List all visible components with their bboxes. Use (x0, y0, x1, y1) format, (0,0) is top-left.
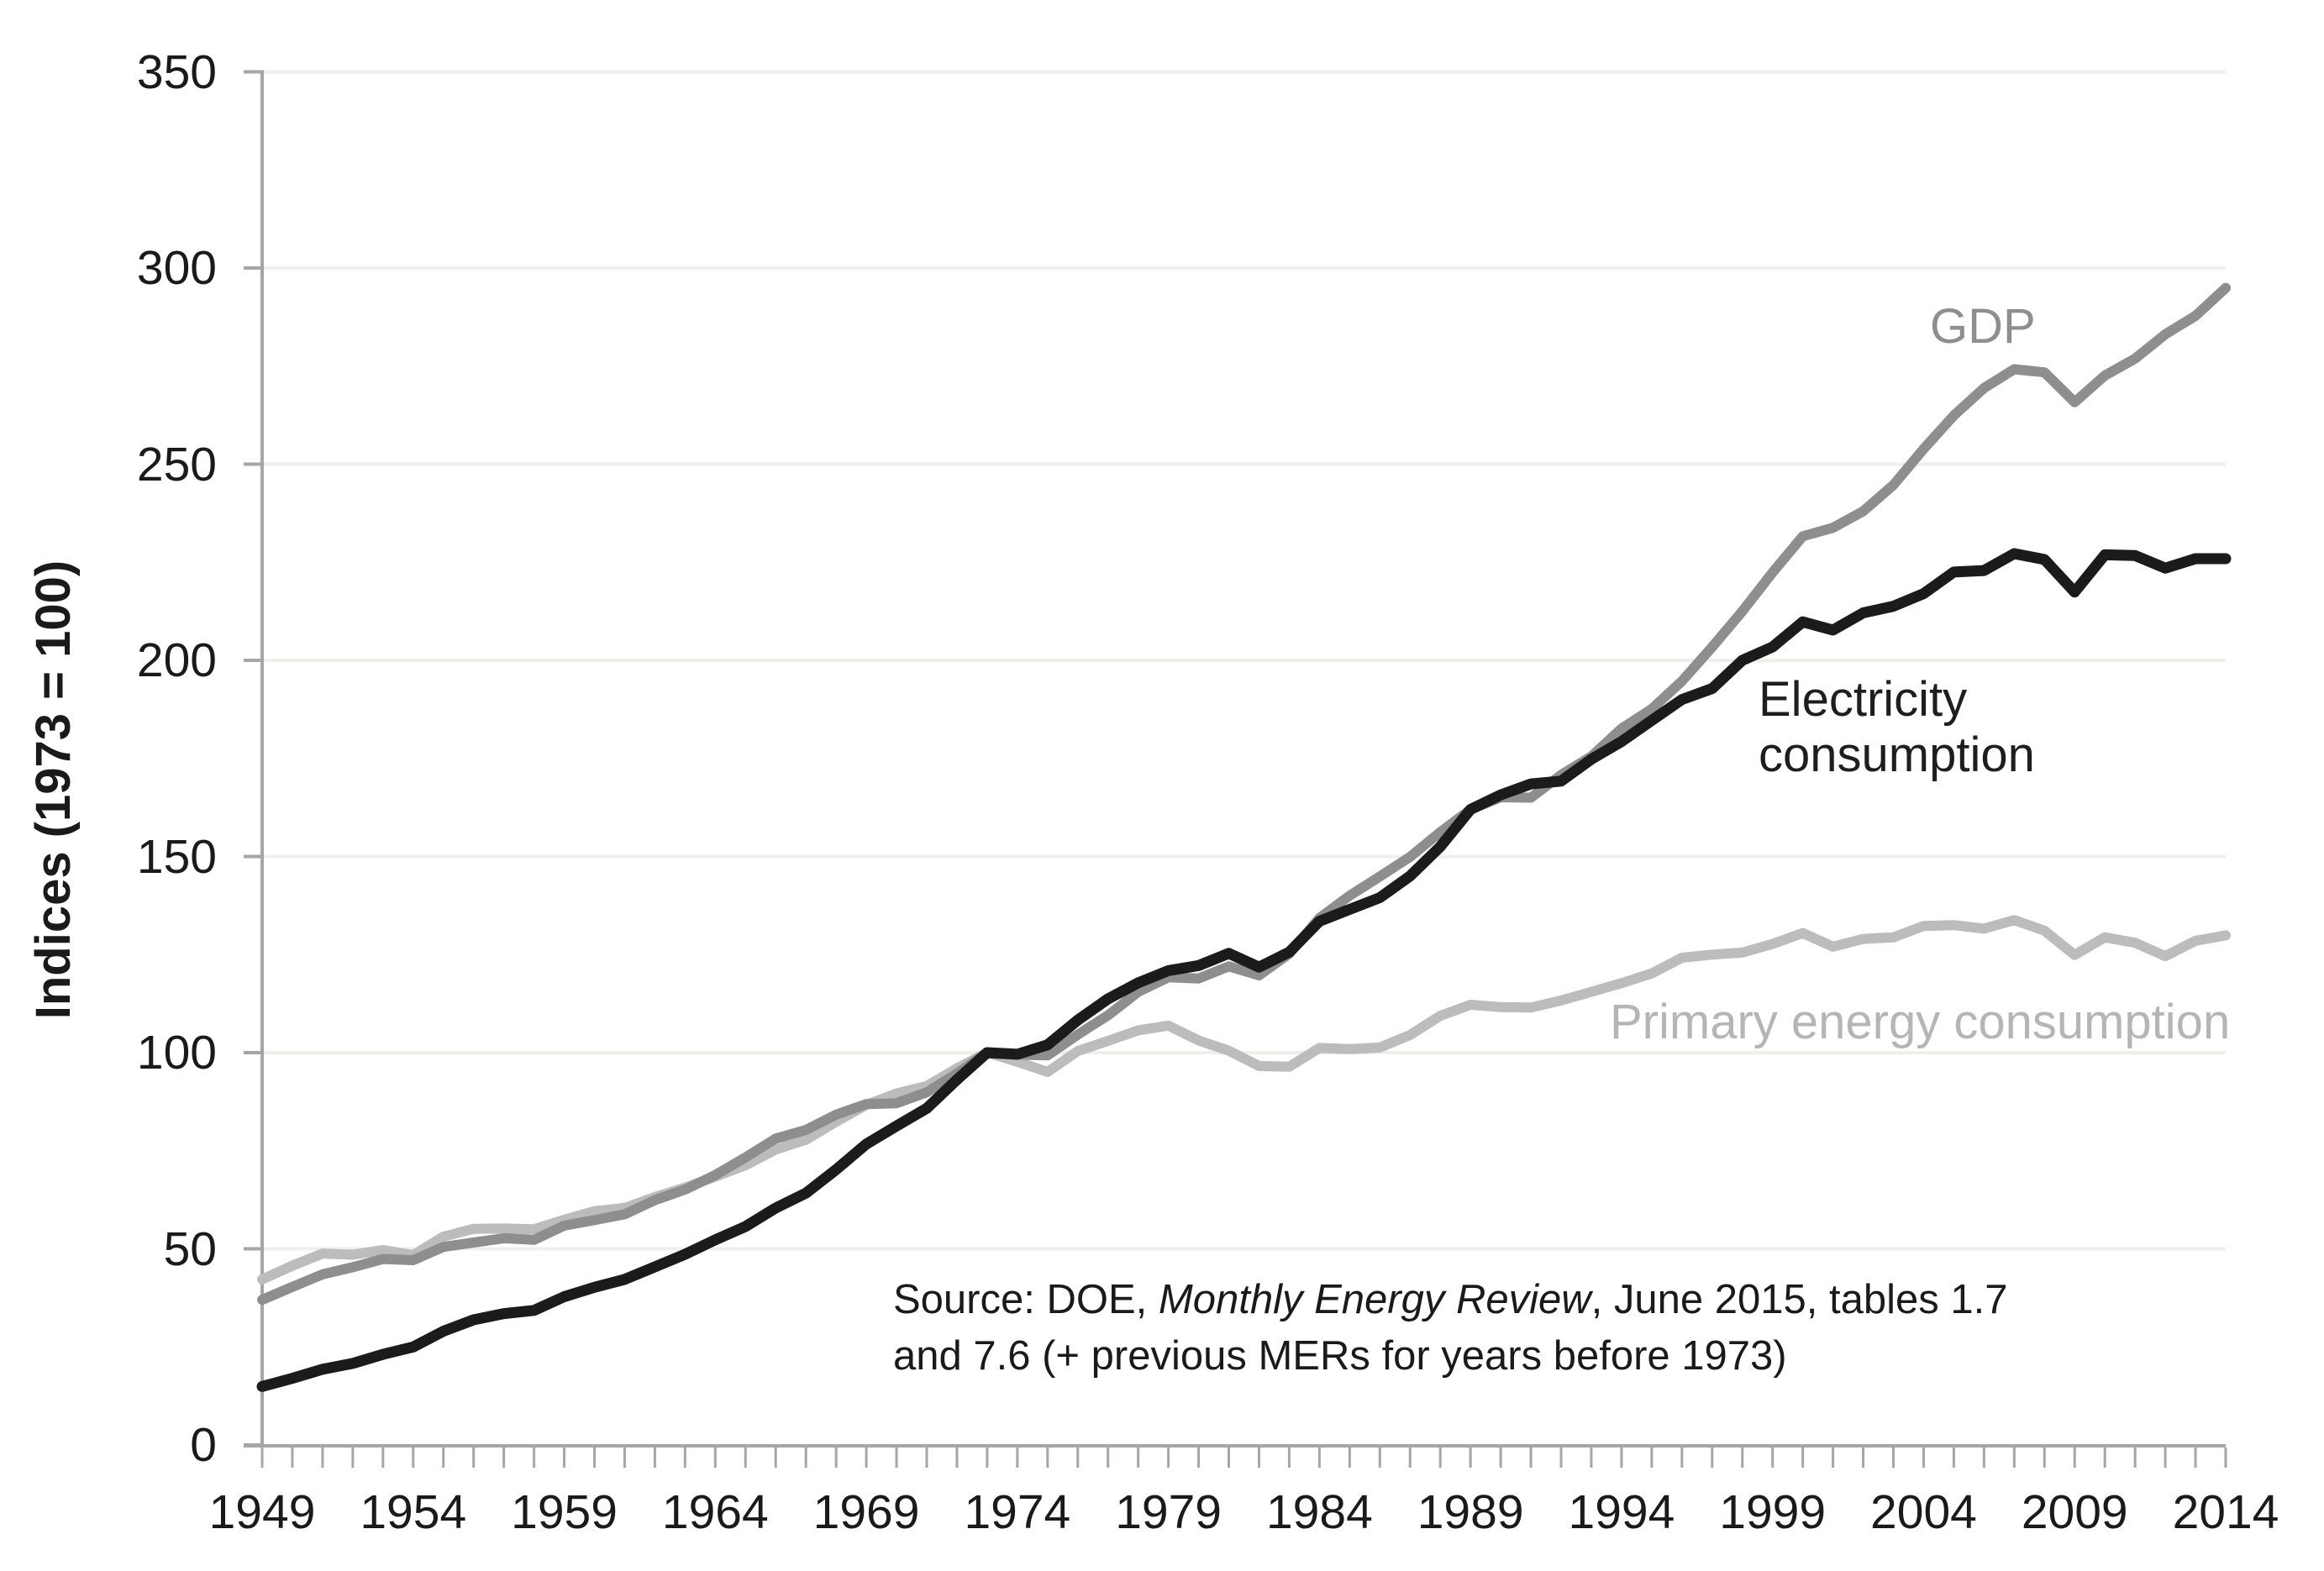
x-tick-label-2009: 2009 (2021, 1485, 2128, 1539)
y-tick-label-200: 200 (136, 633, 217, 687)
x-tick-label-1974: 1974 (964, 1485, 1071, 1539)
series-line-electricity (256, 548, 2232, 1392)
y-tick-label-50: 50 (163, 1222, 217, 1276)
source-note: Source: DOE, Monthly Energy Review, June… (893, 1272, 2204, 1384)
x-tick-label-2014: 2014 (2172, 1485, 2279, 1539)
x-tick-label-2004: 2004 (1870, 1485, 1977, 1539)
electricity-series-label-line1: Electricity (1759, 672, 1968, 727)
y-tick-label-300: 300 (136, 241, 217, 295)
series-line-gdp (257, 282, 2231, 1306)
x-tick-label-1999: 1999 (1719, 1485, 1827, 1539)
x-tick-label-1989: 1989 (1417, 1485, 1524, 1539)
x-tick-label-1969: 1969 (812, 1485, 920, 1539)
x-tick-label-1979: 1979 (1115, 1485, 1222, 1539)
y-tick-label-150: 150 (136, 829, 217, 884)
x-tick-label-1954: 1954 (360, 1485, 467, 1539)
x-tick-label-1994: 1994 (1568, 1485, 1675, 1539)
electricity-series-label: Electricity consumption (1759, 672, 2035, 783)
source-note-italic: Monthly Energy Review (1158, 1277, 1591, 1322)
source-note-suffix: , June 2015, tables 1.7 (1591, 1277, 2008, 1322)
y-tick-label-350: 350 (136, 45, 217, 99)
source-note-prefix: Source: DOE, (893, 1277, 1159, 1322)
gdp-series-label: GDP (1930, 299, 2036, 354)
y-tick-label-250: 250 (136, 437, 217, 491)
y-axis-title: Indices (1973 = 100) (26, 560, 81, 1020)
y-tick-label-0: 0 (190, 1418, 217, 1472)
source-note-line2: and 7.6 (+ previous MERs for years befor… (893, 1333, 1787, 1379)
primary-energy-series-label: Primary energy consumption (1610, 995, 2231, 1049)
series-line-primary-energy (257, 915, 2231, 1285)
x-tick-label-1949: 1949 (208, 1485, 316, 1539)
x-tick-label-1964: 1964 (661, 1485, 769, 1539)
x-tick-label-1984: 1984 (1265, 1485, 1373, 1539)
x-tick-label-1959: 1959 (511, 1485, 618, 1539)
y-tick-label-100: 100 (136, 1026, 217, 1080)
electricity-series-label-line2: consumption (1759, 728, 2035, 782)
